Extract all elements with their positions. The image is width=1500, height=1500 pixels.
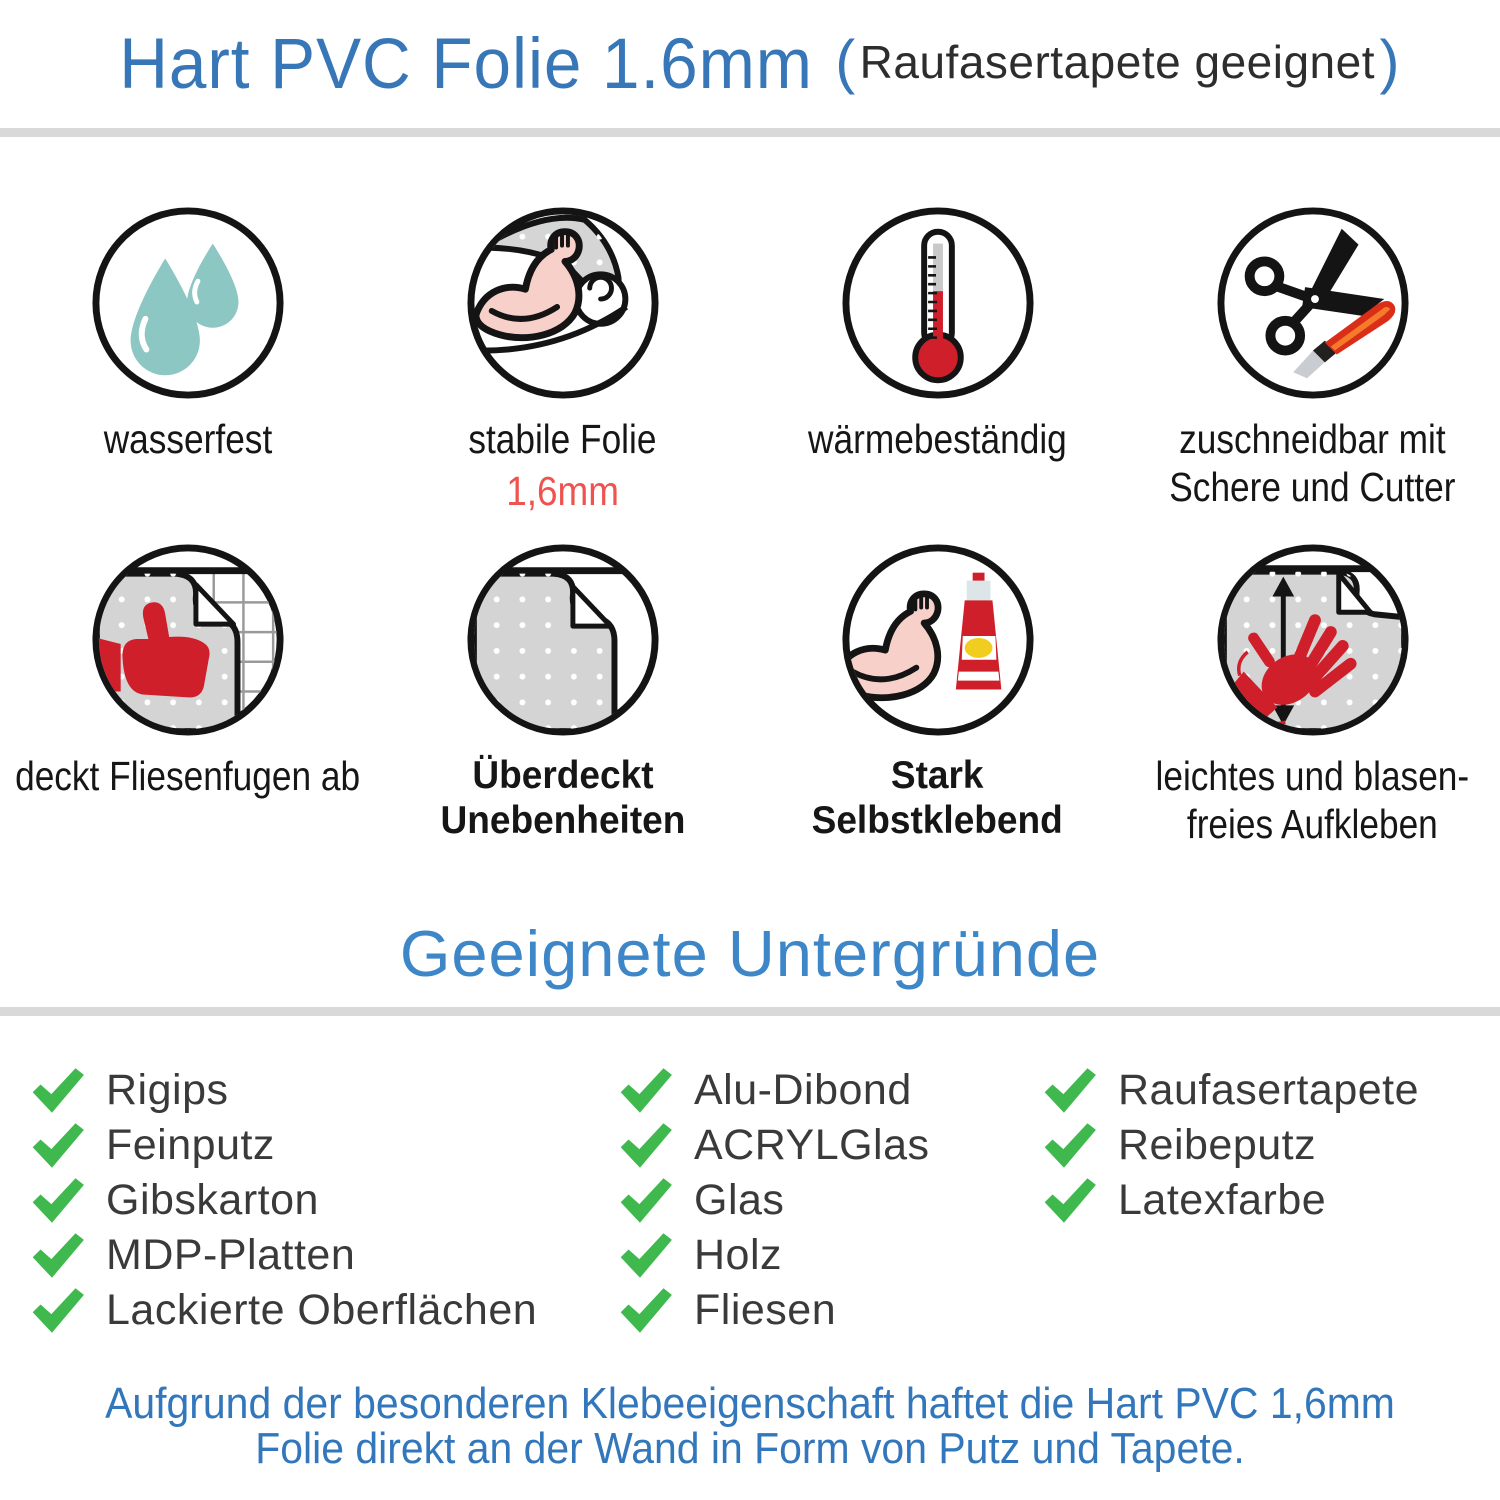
substrate-label: Glas <box>694 1176 785 1224</box>
feature-label: stabile Folie <box>468 416 657 462</box>
thickness-note: 1,6mm <box>506 467 619 514</box>
list-item: Alu-Dibond <box>618 1063 930 1118</box>
list-item: Feinputz <box>30 1118 537 1173</box>
section-title: Geeignete Untergründe <box>399 917 1101 990</box>
check-icon <box>620 1288 672 1333</box>
check-icon <box>620 1123 672 1168</box>
list-item: MDP-Platten <box>30 1228 537 1283</box>
check-icon <box>32 1288 84 1333</box>
foil-fold-icon <box>466 544 659 736</box>
list-item: Glas <box>618 1173 930 1228</box>
check-icon <box>1044 1123 1096 1168</box>
feature-label: Stark Selbstklebend <box>811 754 1064 843</box>
feature-label: deckt Fliesenfugen ab <box>15 753 360 799</box>
check-icon <box>32 1233 84 1278</box>
check-icon <box>32 1123 84 1168</box>
list-item: Gibskarton <box>30 1173 537 1228</box>
substrate-label: Holz <box>694 1231 783 1279</box>
check-icon <box>620 1178 672 1223</box>
adhesive-note-line1: Aufgrund der besonderen Klebeeigenschaft… <box>105 1379 1395 1428</box>
muscle-glue-icon <box>841 544 1034 736</box>
list-item: Reibeputz <box>1042 1118 1419 1173</box>
paren-open: ( <box>835 28 856 95</box>
list-item: Lackierte Oberflächen <box>30 1283 537 1338</box>
feature-label: Überdeckt Unebenheiten <box>440 754 685 843</box>
page-title: Hart PVC Folie 1.6mm ( Raufasertapete ge… <box>0 24 1500 105</box>
check-icon <box>1044 1178 1096 1223</box>
substrate-label: Raufasertapete <box>1118 1066 1420 1114</box>
product-title: Hart PVC Folie 1.6mm <box>118 25 813 104</box>
feature-label: wärmebeständig <box>808 416 1067 462</box>
feature-covers-unevenness: Überdeckt Unebenheiten <box>375 535 750 872</box>
check-icon <box>620 1068 672 1113</box>
feature-waterproof: wasserfest <box>0 198 375 535</box>
substrate-label: Feinputz <box>106 1121 275 1169</box>
substrate-label: Gibskarton <box>106 1176 319 1224</box>
substrate-label: ACRYLGlas <box>694 1121 930 1169</box>
thumb-up-tiles-icon <box>91 544 284 736</box>
feature-easy-application: leichtes und blasen- freies Aufkleben <box>1125 535 1500 872</box>
divider <box>0 128 1500 137</box>
feature-stable-foil: stabile Folie 1,6mm <box>375 198 750 535</box>
check-icon <box>620 1233 672 1278</box>
feature-label: wasserfest <box>103 416 272 462</box>
check-icon <box>32 1178 84 1223</box>
list-item: Raufasertapete <box>1042 1063 1419 1118</box>
feature-self-adhesive: Stark Selbstklebend <box>750 535 1125 872</box>
substrate-label: Lackierte Oberflächen <box>106 1286 538 1334</box>
list-item: Rigips <box>30 1063 537 1118</box>
substrate-label: MDP-Platten <box>106 1231 356 1279</box>
hand-press-icon <box>1216 544 1409 736</box>
thermometer-icon <box>841 207 1034 399</box>
list-item: Fliesen <box>618 1283 930 1338</box>
list-item: ACRYLGlas <box>618 1118 930 1173</box>
feature-label: leichtes und blasen- freies Aufkleben <box>1155 753 1470 847</box>
substrate-label: Fliesen <box>694 1286 837 1334</box>
product-subtitle: Raufasertapete geeignet <box>859 36 1375 88</box>
list-item: Latexfarbe <box>1042 1173 1419 1228</box>
feature-grid: wasserfest stabile Folie 1,6mm <box>0 198 1500 872</box>
substrate-column-1: Rigips Feinputz Gibskarton MDP-Platten L… <box>30 1063 537 1338</box>
feature-cuttable: zuschneidbar mit Schere und Cutter <box>1125 198 1500 535</box>
check-icon <box>32 1068 84 1113</box>
list-item: Holz <box>618 1228 930 1283</box>
strong-foil-icon <box>466 207 659 399</box>
water-drops-icon <box>91 207 284 399</box>
substrate-column-3: Raufasertapete Reibeputz Latexfarbe <box>1042 1063 1419 1228</box>
substrate-label: Reibeputz <box>1118 1121 1317 1169</box>
substrate-label: Alu-Dibond <box>694 1066 912 1114</box>
adhesive-note-line2: Folie direkt an der Wand in Form von Put… <box>255 1423 1245 1473</box>
adhesive-note: Aufgrund der besonderen Klebeeigenschaft… <box>53 1379 1448 1473</box>
feature-heat-resistant: wärmebeständig <box>750 198 1125 535</box>
substrate-label: Rigips <box>106 1066 229 1114</box>
substrate-column-2: Alu-Dibond ACRYLGlas Glas Holz Fliesen <box>618 1063 930 1338</box>
feature-covers-tile-joints: deckt Fliesenfugen ab <box>0 535 375 872</box>
paren-close: ) <box>1379 28 1400 95</box>
divider <box>0 1007 1500 1016</box>
substrate-label: Latexfarbe <box>1118 1176 1327 1224</box>
scissors-cutter-icon <box>1216 207 1409 399</box>
feature-label: zuschneidbar mit Schere und Cutter <box>1169 416 1456 510</box>
check-icon <box>1044 1068 1096 1113</box>
